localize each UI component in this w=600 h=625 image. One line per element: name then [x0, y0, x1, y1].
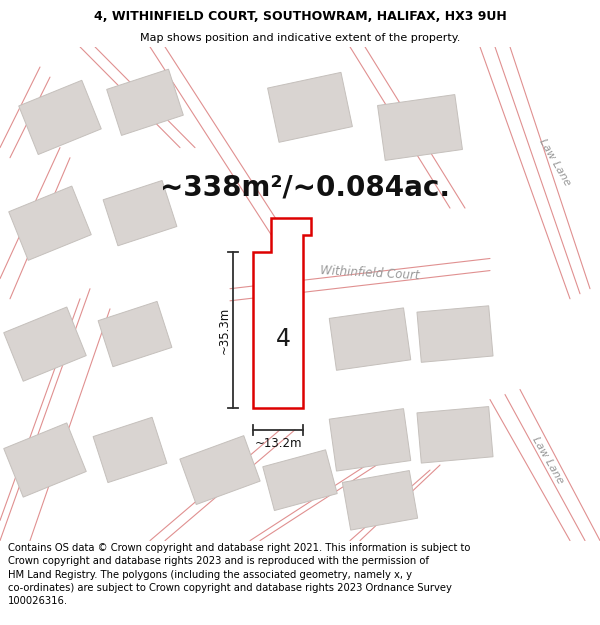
Polygon shape [417, 306, 493, 362]
Text: 4, WITHINFIELD COURT, SOUTHOWRAM, HALIFAX, HX3 9UH: 4, WITHINFIELD COURT, SOUTHOWRAM, HALIFA… [94, 10, 506, 23]
Polygon shape [417, 407, 493, 463]
Text: Law Lane: Law Lane [530, 434, 566, 486]
Polygon shape [329, 308, 411, 370]
Polygon shape [253, 218, 311, 408]
Polygon shape [107, 69, 184, 136]
Text: 4: 4 [275, 327, 290, 351]
Text: Law Lane: Law Lane [538, 138, 572, 188]
Polygon shape [343, 471, 418, 530]
Polygon shape [19, 80, 101, 154]
Polygon shape [4, 423, 86, 497]
Polygon shape [268, 72, 352, 142]
Text: Withinfield Court: Withinfield Court [320, 264, 420, 282]
Polygon shape [329, 409, 411, 471]
Text: ~338m²/~0.084ac.: ~338m²/~0.084ac. [160, 174, 450, 202]
Polygon shape [4, 307, 86, 381]
Text: Map shows position and indicative extent of the property.: Map shows position and indicative extent… [140, 33, 460, 44]
Polygon shape [180, 436, 260, 504]
Text: ~35.3m: ~35.3m [218, 306, 230, 354]
Polygon shape [93, 418, 167, 482]
Polygon shape [377, 94, 463, 161]
Text: Contains OS data © Crown copyright and database right 2021. This information is : Contains OS data © Crown copyright and d… [8, 543, 470, 606]
Polygon shape [9, 186, 91, 261]
Polygon shape [98, 301, 172, 367]
Polygon shape [263, 450, 337, 511]
Text: ~13.2m: ~13.2m [254, 438, 302, 451]
Polygon shape [103, 181, 177, 246]
